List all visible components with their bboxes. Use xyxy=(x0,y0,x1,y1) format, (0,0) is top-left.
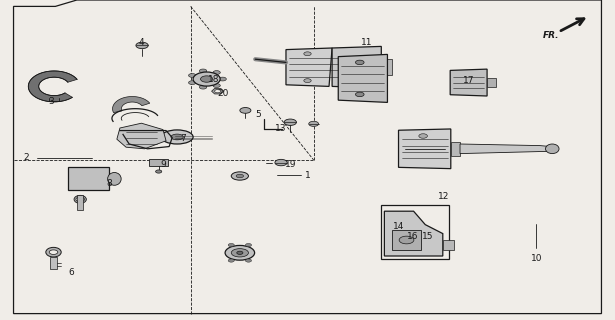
Circle shape xyxy=(245,259,252,262)
Polygon shape xyxy=(399,129,451,169)
Text: 5: 5 xyxy=(255,110,261,119)
Circle shape xyxy=(355,60,364,65)
Circle shape xyxy=(189,74,196,77)
Ellipse shape xyxy=(225,245,255,260)
Text: 1: 1 xyxy=(304,171,311,180)
Bar xyxy=(68,167,109,190)
Text: 13: 13 xyxy=(276,124,287,133)
Text: 3: 3 xyxy=(48,97,54,106)
Bar xyxy=(149,159,168,166)
Ellipse shape xyxy=(74,195,86,204)
Circle shape xyxy=(215,90,221,93)
Ellipse shape xyxy=(546,144,559,154)
Polygon shape xyxy=(332,46,381,88)
Text: 14: 14 xyxy=(393,222,404,231)
Text: 4: 4 xyxy=(138,38,145,47)
Text: 17: 17 xyxy=(463,76,474,85)
Ellipse shape xyxy=(161,130,193,144)
Text: 20: 20 xyxy=(217,89,228,98)
Text: 10: 10 xyxy=(531,254,542,263)
Circle shape xyxy=(199,69,207,73)
Text: 16: 16 xyxy=(407,232,418,241)
Circle shape xyxy=(275,159,287,166)
Text: 15: 15 xyxy=(422,232,433,241)
Text: 9: 9 xyxy=(160,160,166,169)
Text: 11: 11 xyxy=(362,38,373,47)
Text: 7: 7 xyxy=(180,134,186,143)
Bar xyxy=(443,240,454,250)
Circle shape xyxy=(213,84,220,87)
Polygon shape xyxy=(77,195,83,210)
Text: 2: 2 xyxy=(23,153,29,162)
Circle shape xyxy=(355,92,364,97)
Polygon shape xyxy=(460,144,547,154)
Ellipse shape xyxy=(231,172,248,180)
Circle shape xyxy=(240,108,251,113)
Circle shape xyxy=(193,72,220,86)
Text: 18: 18 xyxy=(208,75,219,84)
Circle shape xyxy=(49,250,58,254)
Polygon shape xyxy=(113,97,150,113)
Circle shape xyxy=(136,42,148,49)
Circle shape xyxy=(419,134,427,138)
Circle shape xyxy=(309,121,319,126)
Ellipse shape xyxy=(231,249,248,257)
Polygon shape xyxy=(50,257,57,269)
Text: 19: 19 xyxy=(285,160,296,169)
Ellipse shape xyxy=(237,251,243,254)
Polygon shape xyxy=(28,71,77,102)
Bar xyxy=(381,59,392,75)
Circle shape xyxy=(199,85,207,89)
Ellipse shape xyxy=(46,247,61,257)
Circle shape xyxy=(76,197,84,202)
Ellipse shape xyxy=(108,172,121,185)
Circle shape xyxy=(245,244,252,247)
Circle shape xyxy=(189,81,196,84)
Bar xyxy=(381,205,449,259)
Circle shape xyxy=(219,77,226,81)
Text: 12: 12 xyxy=(438,192,450,201)
Ellipse shape xyxy=(236,174,244,178)
Circle shape xyxy=(200,76,213,82)
Polygon shape xyxy=(212,88,224,94)
Ellipse shape xyxy=(171,134,183,140)
Text: 6: 6 xyxy=(68,268,74,277)
Circle shape xyxy=(213,71,220,75)
Bar xyxy=(392,230,421,250)
Circle shape xyxy=(304,79,311,83)
Polygon shape xyxy=(286,48,332,86)
Polygon shape xyxy=(338,54,387,102)
Circle shape xyxy=(228,244,234,247)
Polygon shape xyxy=(117,123,166,149)
Polygon shape xyxy=(384,211,443,256)
Circle shape xyxy=(284,119,296,125)
Circle shape xyxy=(304,52,311,56)
Circle shape xyxy=(399,236,414,244)
Circle shape xyxy=(228,259,234,262)
Text: FR.: FR. xyxy=(543,31,560,40)
Text: 8: 8 xyxy=(106,179,112,188)
Bar xyxy=(487,78,496,87)
Polygon shape xyxy=(450,69,487,96)
Bar xyxy=(451,142,460,156)
Circle shape xyxy=(156,170,162,173)
